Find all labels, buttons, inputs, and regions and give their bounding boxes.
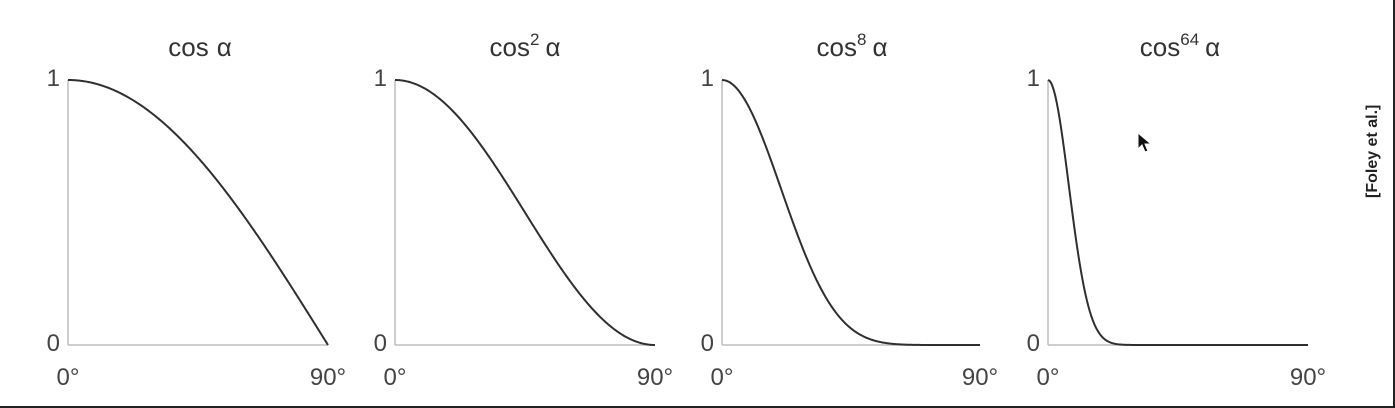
chart-panel-3: cos8 α 1 0 0° 90° bbox=[701, 30, 999, 391]
chart-title: cos2 α bbox=[490, 30, 561, 62]
chart-title-base: cos bbox=[168, 32, 208, 62]
citation-text: [Foley et al.] bbox=[1364, 105, 1381, 198]
chart-title: cos α bbox=[168, 32, 232, 62]
y-tick-label-0: 0 bbox=[701, 330, 714, 357]
chart-panel-4: cos64 α 1 0 0° 90° bbox=[1027, 30, 1327, 391]
chart-title-variable: α bbox=[872, 32, 887, 62]
citation: [Foley et al.] bbox=[1364, 105, 1381, 198]
chart-title: cos64 α bbox=[1140, 30, 1220, 62]
x-tick-label-0: 0° bbox=[1037, 364, 1060, 391]
x-tick-label-90: 90° bbox=[962, 364, 998, 391]
y-tick-label-1: 1 bbox=[701, 65, 714, 92]
y-tick-label-0: 0 bbox=[374, 330, 387, 357]
chart-title-base: cos bbox=[1140, 32, 1180, 62]
chart-panel-2: cos2 α 1 0 0° 90° bbox=[374, 30, 674, 391]
x-tick-label-90: 90° bbox=[310, 364, 346, 391]
y-tick-label-0: 0 bbox=[1027, 330, 1040, 357]
x-tick-label-90: 90° bbox=[1290, 364, 1326, 391]
x-tick-label-0: 0° bbox=[711, 364, 734, 391]
chart-title-exponent: 64 bbox=[1180, 30, 1199, 49]
y-tick-label-1: 1 bbox=[47, 65, 60, 92]
chart-title-base: cos bbox=[817, 32, 857, 62]
series-line bbox=[67, 79, 329, 346]
x-tick-label-0: 0° bbox=[57, 364, 80, 391]
y-tick-label-1: 1 bbox=[374, 65, 387, 92]
chart-title-exponent: 2 bbox=[530, 30, 539, 49]
series-line bbox=[394, 79, 656, 346]
series-line bbox=[1047, 79, 1308, 346]
mouse-pointer-icon bbox=[1137, 132, 1153, 153]
chart-title-exponent: 8 bbox=[857, 30, 866, 49]
y-tick-label-0: 0 bbox=[47, 330, 60, 357]
chart-title-base: cos bbox=[490, 32, 530, 62]
chart-panel-1: cos α 1 0 0° 90° bbox=[47, 32, 347, 391]
chart-title-variable: α bbox=[217, 32, 232, 62]
series-line bbox=[721, 79, 980, 346]
x-tick-label-0: 0° bbox=[384, 364, 407, 391]
y-tick-label-1: 1 bbox=[1027, 65, 1040, 92]
chart-title-variable: α bbox=[545, 32, 560, 62]
chart-title: cos8 α bbox=[817, 30, 888, 62]
x-tick-label-90: 90° bbox=[637, 364, 673, 391]
chart-title-variable: α bbox=[1205, 32, 1220, 62]
